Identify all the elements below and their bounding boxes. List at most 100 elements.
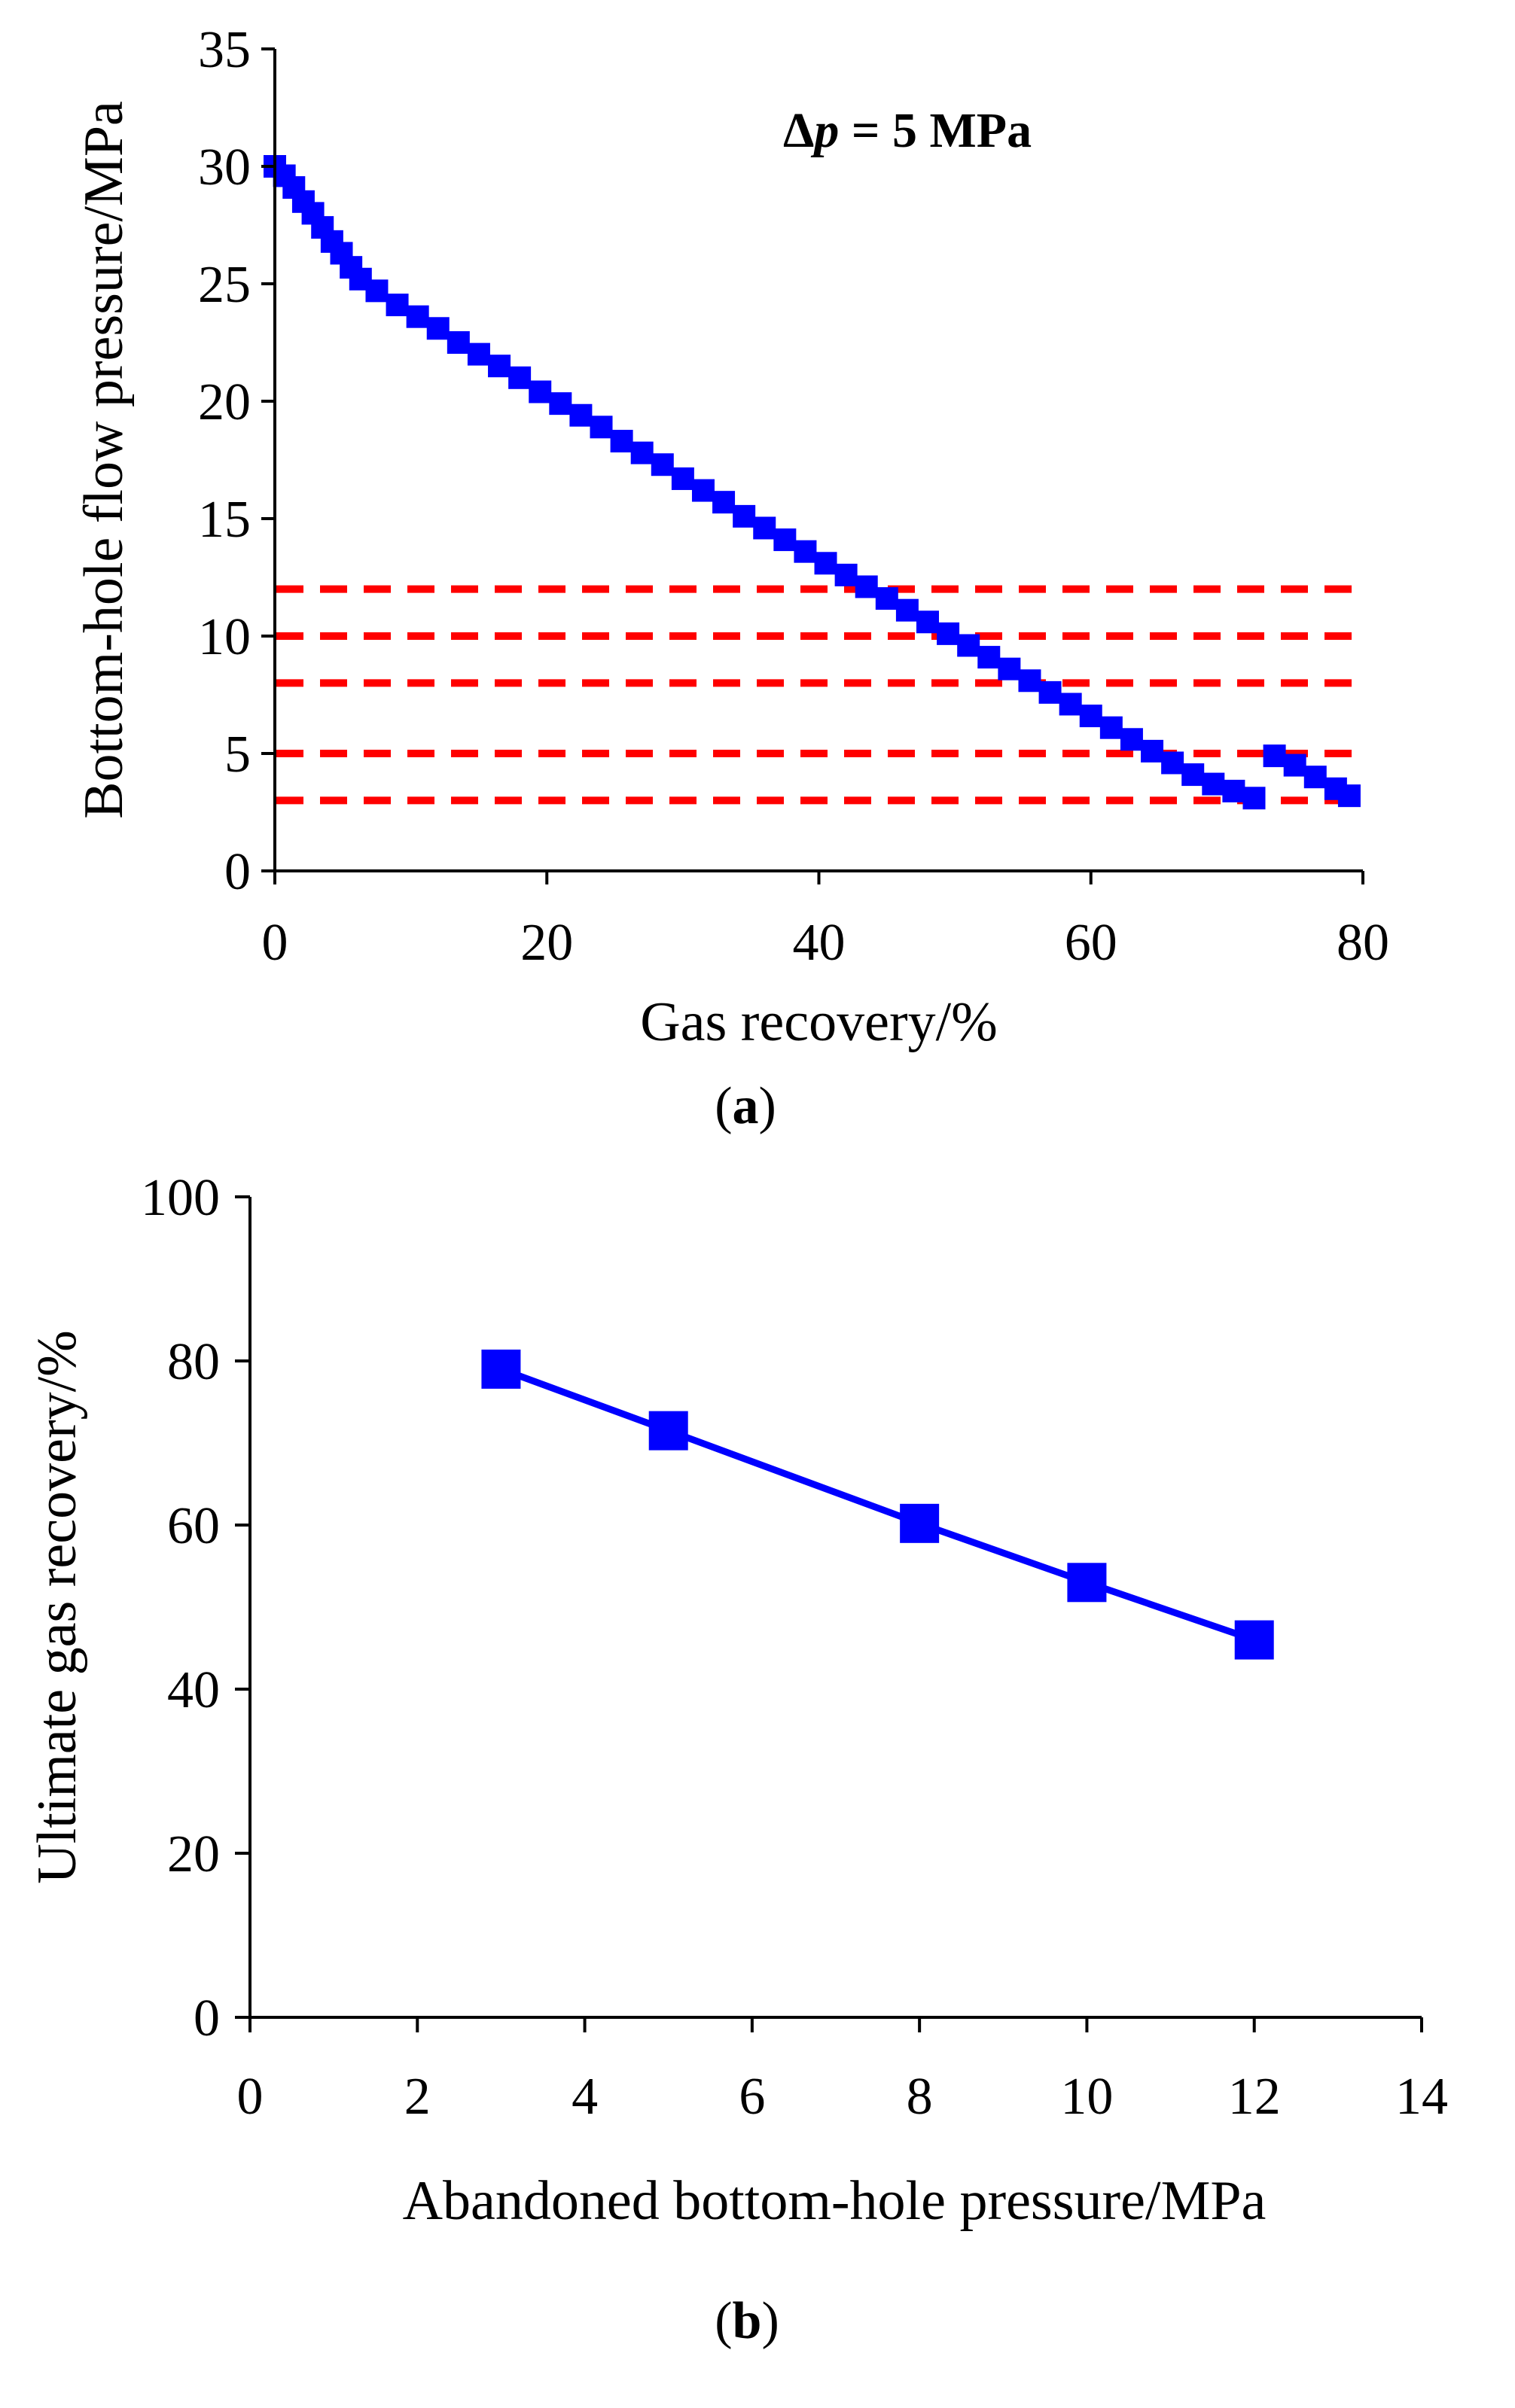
annotation-value: = 5 MPa <box>839 103 1032 158</box>
x-tick-label-b-0: 0 <box>237 2068 264 2126</box>
chart-b-tick-labels: 0 20 40 60 80 100 0 2 4 6 8 10 12 14 <box>141 1169 1448 2126</box>
x-tick-label-a-80: 80 <box>1337 914 1389 972</box>
data-point-a-42 <box>1018 669 1041 693</box>
data-point-a-23 <box>630 441 654 464</box>
data-point-a-56 <box>1303 766 1327 789</box>
x-tick-label-a-20: 20 <box>520 914 573 972</box>
y-tick-label-a-0: 0 <box>224 843 251 901</box>
data-point-b-1 <box>648 1411 688 1451</box>
y-tick-label-b-40: 40 <box>167 1661 220 1719</box>
x-tick-label-b-14: 14 <box>1395 2068 1448 2126</box>
data-point-a-25 <box>671 467 694 490</box>
chart-a-axes <box>261 47 1364 884</box>
data-point-a-13 <box>426 317 450 340</box>
data-point-b-2 <box>900 1503 940 1543</box>
y-tick-label-b-100: 100 <box>141 1169 220 1227</box>
x-tick-label-a-0: 0 <box>262 914 288 972</box>
data-point-a-49 <box>1161 751 1184 775</box>
chart-a-tick-labels: 0 5 10 15 20 25 30 35 0 20 40 60 80 <box>198 21 1389 972</box>
y-tick-label-a-10: 10 <box>198 608 251 666</box>
y-tick-label-a-20: 20 <box>198 373 251 431</box>
data-point-a-52 <box>1222 779 1245 802</box>
data-point-a-48 <box>1141 739 1164 763</box>
y-tick-label-a-15: 15 <box>198 491 251 549</box>
data-point-a-29 <box>753 516 776 540</box>
chart-b-y-axis-label: Ultimate gas recovery/% <box>26 1330 88 1884</box>
x-tick-label-b-10: 10 <box>1060 2068 1113 2126</box>
chart-b: 0 20 40 60 80 100 0 2 4 6 8 10 12 14 Abandoned bottom… <box>26 1169 1448 2350</box>
data-point-a-33 <box>834 563 858 586</box>
data-point-a-38 <box>937 622 960 645</box>
data-point-a-12 <box>406 305 429 328</box>
data-point-a-50 <box>1181 763 1205 787</box>
data-point-a-10 <box>365 279 389 303</box>
data-point-b-4 <box>1234 1620 1274 1660</box>
data-point-a-39 <box>957 634 980 657</box>
y-tick-label-a-30: 30 <box>198 139 251 196</box>
delta-p-annotation: Δp = 5 MPa <box>783 103 1032 158</box>
data-point-a-32 <box>814 552 837 575</box>
data-point-a-20 <box>569 403 593 427</box>
y-tick-label-a-25: 25 <box>198 256 251 314</box>
data-point-a-46 <box>1099 716 1123 739</box>
y-tick-label-b-80: 80 <box>167 1333 220 1391</box>
data-point-a-41 <box>998 657 1021 680</box>
x-tick-label-a-40: 40 <box>793 914 846 972</box>
chart-a-y-axis-label: Bottom-hole flow pressure/MPa <box>73 101 135 819</box>
data-point-a-16 <box>488 355 511 378</box>
data-point-a-47 <box>1120 728 1143 751</box>
panel-label-a: (a) <box>715 1077 776 1135</box>
data-point-a-54 <box>1263 744 1286 768</box>
data-point-a-28 <box>733 504 756 528</box>
data-point-a-43 <box>1038 680 1062 704</box>
y-tick-label-b-0: 0 <box>194 1989 220 2047</box>
data-point-a-34 <box>855 575 878 598</box>
x-tick-label-b-2: 2 <box>404 2068 431 2126</box>
data-point-a-44 <box>1059 693 1082 716</box>
data-point-a-36 <box>895 598 919 622</box>
data-point-a-58 <box>1337 784 1361 808</box>
x-tick-label-b-12: 12 <box>1228 2068 1281 2126</box>
data-point-a-45 <box>1079 705 1102 728</box>
data-point-a-11 <box>386 294 409 317</box>
data-point-a-51 <box>1202 772 1225 796</box>
y-tick-label-a-35: 35 <box>198 21 251 79</box>
data-point-a-24 <box>651 453 674 476</box>
x-tick-label-a-60: 60 <box>1065 914 1117 972</box>
data-point-a-15 <box>467 342 490 366</box>
x-tick-label-b-6: 6 <box>739 2068 765 2126</box>
ultimate-recovery-series <box>481 1349 1274 1660</box>
x-tick-label-b-8: 8 <box>907 2068 933 2126</box>
data-point-a-21 <box>590 416 613 439</box>
data-point-a-30 <box>773 528 797 552</box>
data-point-a-17 <box>508 366 532 389</box>
threshold-lines <box>276 585 1363 805</box>
data-point-a-14 <box>447 331 470 354</box>
y-tick-label-b-20: 20 <box>167 1825 220 1883</box>
data-point-b-0 <box>481 1349 521 1389</box>
data-point-a-27 <box>712 491 736 514</box>
y-tick-label-b-60: 60 <box>167 1497 220 1555</box>
data-point-a-18 <box>529 380 552 403</box>
annotation-delta: Δ <box>783 103 814 158</box>
chart-a: 0 5 10 15 20 25 30 35 0 20 40 60 80 Gas recovery/% B… <box>73 21 1389 1135</box>
data-point-a-31 <box>794 540 817 563</box>
data-point-a-35 <box>875 587 898 610</box>
chart-a-x-axis-label: Gas recovery/% <box>640 991 998 1053</box>
recovery-pressure-series <box>264 155 1361 810</box>
x-tick-label-b-4: 4 <box>572 2068 598 2126</box>
y-tick-label-a-5: 5 <box>224 726 251 784</box>
series-line-b <box>499 1365 1256 1643</box>
data-point-a-40 <box>977 646 1001 669</box>
chart-b-x-axis-label: Abandoned bottom-hole pressure/MPa <box>403 2170 1267 2232</box>
panel-label-b: (b) <box>715 2292 779 2350</box>
data-point-a-26 <box>691 479 715 502</box>
data-point-a-19 <box>549 392 572 416</box>
data-point-b-3 <box>1067 1563 1107 1603</box>
data-point-a-37 <box>916 610 939 634</box>
data-point-a-22 <box>610 430 633 453</box>
data-point-a-55 <box>1283 753 1306 777</box>
data-point-a-53 <box>1242 787 1266 810</box>
chart-b-axes <box>235 1195 1423 2032</box>
